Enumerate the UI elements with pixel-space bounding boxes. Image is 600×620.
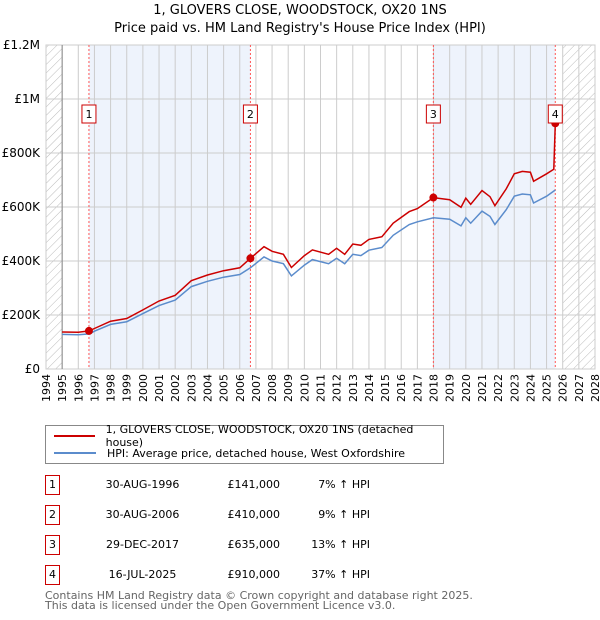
x-tick-label: 1998 xyxy=(105,374,118,402)
y-tick-label: £200K xyxy=(2,308,42,322)
sale-label: 4 xyxy=(552,108,559,121)
x-tick-label: 2001 xyxy=(153,374,166,402)
x-tick-label: 2006 xyxy=(234,374,247,402)
x-tick-label: 2004 xyxy=(201,374,214,402)
x-tick-label: 2021 xyxy=(476,374,489,402)
x-tick-label: 2026 xyxy=(557,374,570,402)
y-tick-label: £1M xyxy=(14,92,40,106)
hpi-line xyxy=(62,189,556,336)
table-row: 1 30-AUG-1996 £141,000 7% ↑ HPI xyxy=(45,475,425,497)
sale-hpi-diff: 7% ↑ HPI xyxy=(318,478,370,491)
sale-date: 16-JUL-2025 xyxy=(108,568,177,581)
legend-label-hpi: HPI: Average price, detached house, West… xyxy=(107,446,406,460)
x-tick-label: 1997 xyxy=(88,374,101,402)
x-tick-label: 2018 xyxy=(428,374,441,402)
table-row: 4 16-JUL-2025 £910,000 37% ↑ HPI xyxy=(45,565,425,587)
sale-hpi-diff: 13% ↑ HPI xyxy=(311,538,370,551)
sale-label-box xyxy=(242,104,258,124)
x-tick-label: 2002 xyxy=(169,374,182,402)
sale-label-box xyxy=(81,104,97,124)
plot-frame xyxy=(45,44,596,370)
sale-price: £910,000 xyxy=(227,568,281,581)
sale-label: 1 xyxy=(85,108,92,121)
sale-date: 29-DEC-2017 xyxy=(105,538,180,551)
x-tick-label: 2000 xyxy=(137,374,150,402)
sale-marker: 3 xyxy=(45,535,60,555)
sale-marker: 1 xyxy=(45,475,60,495)
table-row: 3 29-DEC-2017 £635,000 13% ↑ HPI xyxy=(45,535,425,557)
legend-label-price: 1, GLOVERS CLOSE, WOODSTOCK, OX20 1NS (d… xyxy=(105,423,414,449)
y-tick-label: £0 xyxy=(25,362,40,376)
x-tick-label: 2014 xyxy=(363,374,376,402)
sale-point xyxy=(429,193,438,202)
x-tick-label: 2003 xyxy=(185,374,198,402)
footer-licence: This data is licensed under the Open Gov… xyxy=(45,599,396,612)
sale-label-box xyxy=(547,104,563,124)
x-tick-label: 2017 xyxy=(411,374,424,402)
price-line xyxy=(62,123,557,334)
sale-price: £410,000 xyxy=(227,508,281,521)
x-tick-label: 2024 xyxy=(524,374,537,402)
x-tick-label: 1994 xyxy=(40,374,53,402)
price-chart: 1994 1995 1996 1997 1998 1999 2000 2001 2002 2003… xyxy=(2,38,600,402)
x-tick-label: 2027 xyxy=(573,374,586,402)
y-tick-label: £600K xyxy=(2,200,42,214)
x-tick-label: 2025 xyxy=(541,374,554,402)
chart-subtitle: Price paid vs. HM Land Registry's House … xyxy=(114,21,486,36)
x-tick-label: 2005 xyxy=(218,374,231,402)
sale-price: £635,000 xyxy=(227,538,281,551)
x-tick-label: 2019 xyxy=(444,374,457,402)
x-tick-label: 2013 xyxy=(347,374,360,402)
sale-price: £141,000 xyxy=(227,478,281,491)
x-tick-label: 2020 xyxy=(460,374,473,402)
x-tick-label: 2023 xyxy=(508,374,521,402)
sale-point xyxy=(246,254,255,263)
sale-date: 30-AUG-1996 xyxy=(105,478,180,491)
sale-label: 3 xyxy=(430,108,437,121)
x-tick-label: 1999 xyxy=(121,374,134,402)
sale-hpi-diff: 37% ↑ HPI xyxy=(311,568,370,581)
x-tick-label: 2007 xyxy=(250,374,263,402)
legend-item-price: 1, GLOVERS CLOSE, WOODSTOCK, OX20 1NS (d… xyxy=(54,423,443,449)
legend: 1, GLOVERS CLOSE, WOODSTOCK, OX20 1NS (d… xyxy=(45,423,444,464)
x-tick-label: 2028 xyxy=(589,374,600,402)
legend-swatch-price xyxy=(54,435,95,437)
x-tick-label: 2015 xyxy=(379,374,392,402)
sale-marker: 4 xyxy=(45,565,60,585)
x-tick-label: 2009 xyxy=(282,374,295,402)
sale-date: 30-AUG-2006 xyxy=(105,508,180,521)
sale-label-box xyxy=(425,104,441,124)
y-tick-label: £400K xyxy=(2,254,42,268)
sale-marker: 2 xyxy=(45,505,60,525)
x-tick-label: 2010 xyxy=(298,374,311,402)
x-tick-label: 2016 xyxy=(395,374,408,402)
legend-swatch-hpi xyxy=(54,452,96,454)
sale-label: 2 xyxy=(247,108,254,121)
x-tick-label: 2012 xyxy=(331,374,344,402)
x-tick-label: 2011 xyxy=(315,374,328,402)
x-tick-label: 2008 xyxy=(266,374,279,402)
chart-title: 1, GLOVERS CLOSE, WOODSTOCK, OX20 1NS xyxy=(153,3,447,18)
legend-item-hpi: HPI: Average price, detached house, West… xyxy=(54,445,405,461)
y-tick-label: £1.2M xyxy=(3,38,40,52)
sale-hpi-diff: 9% ↑ HPI xyxy=(318,508,370,521)
x-tick-label: 1995 xyxy=(56,374,69,402)
footer-copyright: Contains HM Land Registry data © Crown c… xyxy=(45,589,473,602)
sale-point xyxy=(84,326,93,335)
x-tick-label: 2022 xyxy=(492,374,505,402)
y-tick-label: £800K xyxy=(2,146,42,160)
table-row: 2 30-AUG-2006 £410,000 9% ↑ HPI xyxy=(45,505,425,527)
x-tick-label: 1996 xyxy=(72,374,85,402)
